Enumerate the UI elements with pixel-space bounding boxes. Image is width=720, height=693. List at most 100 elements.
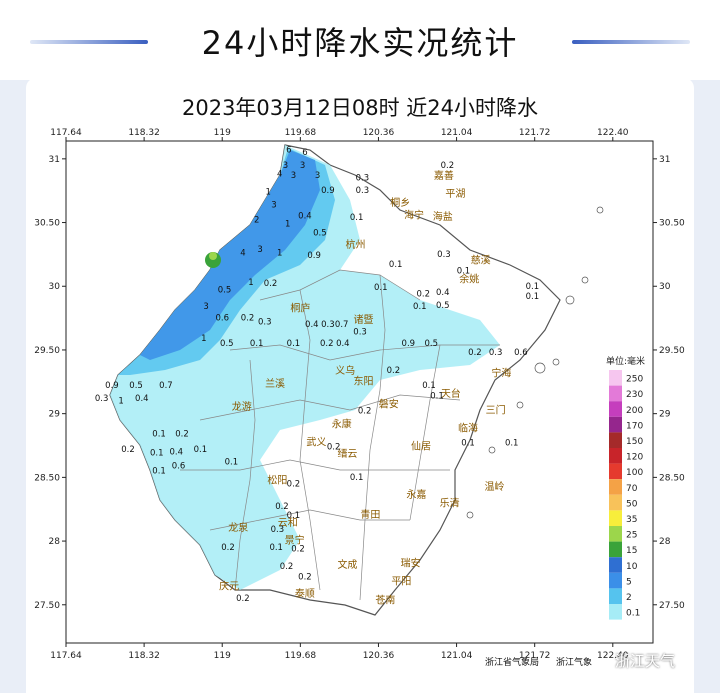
lon-tick-label-bottom: 122.40 [597,651,629,661]
station-value: 0.2 [121,445,135,455]
station-value: 0.2 [468,348,482,358]
station-value: 0.4 [135,394,149,404]
legend-level-label: 15 [626,546,637,556]
station-value: 0.1 [461,439,475,449]
legend-swatch [609,448,622,464]
lat-tick-label-left: 28.50 [34,473,60,483]
legend-swatch [609,510,622,526]
city-label: 龙泉 [228,521,248,534]
legend-level-label: 2 [626,593,632,603]
station-value: 0.3 [321,320,335,330]
station-value: 3 [203,302,208,312]
precipitation-values: 6 60.23 30.34 3 31 0.9 0.330.4 0.12 10.54 3 1 0.90.… [95,145,539,603]
lat-tick-label-right: 28.50 [659,473,685,483]
legend-level-label: 0.1 [626,609,640,619]
station-value: 0.1 [374,283,388,293]
legend-swatch [609,604,622,620]
station-value: 3 [271,200,276,210]
rain-zone-light [110,145,500,590]
lon-tick-label-bottom: 119.68 [285,651,317,661]
city-label: 松阳 [267,474,287,487]
lat-tick-label-left: 31 [49,155,60,165]
zhejiang-map-layer [109,144,604,616]
city-label: 平湖 [445,188,465,200]
city-label: 宁海 [491,367,511,380]
lon-tick-label-bottom: 119 [214,651,231,661]
station-value: 0.1 [194,445,208,455]
station-value: 4 [240,249,245,259]
station-value: 0.3 [353,328,367,338]
station-value: 1 [285,219,290,229]
station-value: 3 [300,161,305,171]
station-value: 0.9 [307,251,321,261]
station-value: 1 [277,249,282,259]
city-label: 云和 [278,517,298,529]
lat-tick-label-right: 27.50 [659,601,685,611]
station-value: 0.3 [356,173,370,183]
footer-credit-left: 浙江省气象局 [485,656,539,668]
legend-swatch [609,494,622,511]
city-label: 三门 [486,404,506,417]
header-bar: 24小时降水实况统计 [0,0,720,80]
legend-level-label: 35 [626,515,637,525]
lat-tick-label-left: 27.50 [34,601,60,611]
city-label: 仙居 [411,439,431,452]
map-title: 2023年03月12日08时 近24小时降水 [181,96,538,120]
city-label: 青田 [360,508,380,521]
lat-tick-label-left: 30 [49,282,61,292]
station-value: 6 [286,145,291,155]
station-value: 0.1 [457,267,471,277]
legend-level-label: 5 [626,577,632,587]
station-value: 0.6 [215,314,229,324]
legend-swatch [609,526,622,542]
legend-level-label: 100 [626,468,643,478]
city-label: 余姚 [459,272,479,285]
station-value: 0.2 [291,544,305,554]
legend-swatch [609,463,622,480]
city-label: 海宁 [404,209,424,222]
rain-spot-25mm [209,252,217,260]
city-label: 兰溪 [265,377,285,390]
watermark: 浙江天气 [615,652,676,670]
city-label: 瑞安 [401,557,421,570]
station-value: 0.6 [172,461,186,471]
city-label: 慈溪 [471,253,491,266]
station-value: 3 [291,171,296,181]
city-label: 桐庐 [290,302,310,315]
lon-tick-label-top: 121.72 [519,128,551,138]
station-value: 0.1 [350,213,364,223]
lat-tick-label-right: 30.50 [659,219,685,229]
station-value: 0.4 [436,288,450,298]
legend-swatch [609,557,622,573]
city-label: 天台 [441,387,461,400]
legend-level-label: 50 [626,499,638,509]
city-label: 龙游 [232,400,252,413]
station-value: 0.2 [264,279,278,289]
lon-tick-label-bottom: 120.36 [363,651,395,661]
legend-swatch [609,541,622,558]
lat-tick-label-right: 29 [659,410,671,420]
station-value: 0.1 [526,292,540,302]
station-value: 0.3 [271,525,285,535]
city-label: 永康 [332,418,352,431]
station-value: 0.3 [356,186,370,196]
lon-tick-label-top: 120.36 [363,128,395,138]
longitude-ticks-top: 117.64 118.32 119 119.68 120.36 121.04 121.72 1… [50,128,629,141]
city-label: 温岭 [484,480,504,493]
city-label: 乐清 [440,497,460,510]
station-value: 0.4 [336,339,350,349]
legend-swatch [609,385,622,402]
city-label: 景宁 [285,534,305,547]
station-value: 0.1 [225,458,239,468]
station-value: 0.9 [402,339,416,349]
legend-swatch [609,432,622,448]
city-label: 诸暨 [354,314,374,326]
station-value: 6 [302,148,307,158]
station-value: 0.4 [305,320,319,330]
station-value: 0.1 [250,339,264,349]
latitude-ticks-left: 31 30.50 30 29.50 29 28.50 28 27.50 [34,155,66,611]
station-value: 0.4 [170,447,184,457]
legend-level-label: 150 [626,437,643,447]
city-label: 泰顺 [295,587,315,600]
